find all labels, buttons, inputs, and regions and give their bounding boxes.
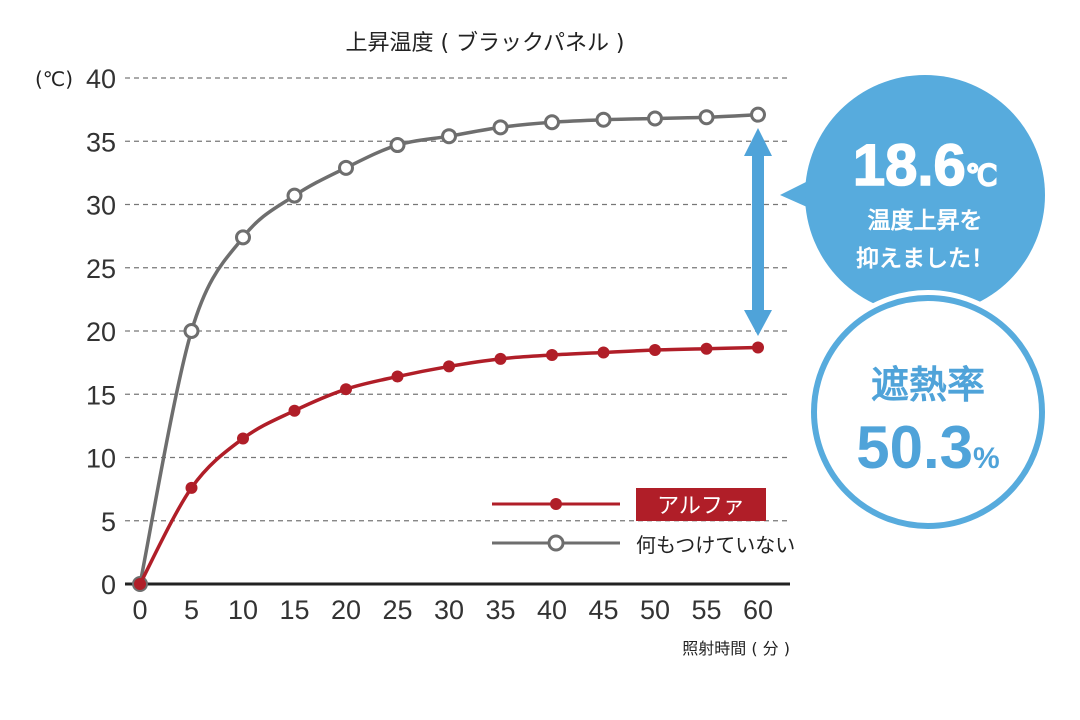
y-tick-label: 30 (86, 191, 116, 221)
y-tick-label: 25 (86, 254, 116, 284)
circle-unit: % (973, 442, 1000, 475)
data-point (288, 404, 301, 417)
data-point (391, 370, 404, 383)
data-point (752, 341, 764, 354)
data-point (237, 432, 249, 445)
difference-bubble: 18.6℃ 温度上昇を 抑えました！ (780, 75, 1045, 315)
x-ticks: 0 5 10 15 20 25 30 35 40 45 50 55 60 (132, 595, 773, 625)
legend-label-none: 何もつけていない (636, 533, 795, 557)
x-tick-label: 35 (485, 595, 515, 625)
x-tick-label: 55 (691, 595, 721, 625)
data-point (134, 578, 146, 590)
legend-marker-none (547, 534, 565, 552)
data-point (492, 119, 509, 136)
grid (125, 77, 790, 586)
circle-value: 50.3 (856, 414, 973, 481)
data-point (698, 109, 715, 126)
difference-arrow (744, 128, 772, 336)
circle-label: 遮熱率 (871, 363, 985, 407)
data-point (750, 106, 766, 123)
legend-marker-alpha (550, 498, 562, 510)
x-tick-label: 60 (743, 595, 773, 625)
chart-title: 上昇温度 ( ブラックパネル ) (345, 31, 624, 56)
y-ticks: 0 5 10 15 20 25 30 35 40 (86, 64, 116, 600)
data-point (340, 383, 352, 396)
y-axis-unit: (℃) (35, 67, 73, 91)
x-tick-label: 0 (132, 595, 147, 625)
data-point (546, 349, 558, 362)
legend: アルファ 何もつけていない (492, 488, 795, 557)
data-point (700, 342, 713, 355)
x-tick-label: 30 (434, 595, 464, 625)
x-tick-label: 25 (382, 595, 412, 625)
svg-text:18.6℃: 18.6℃ (853, 133, 997, 198)
bubble-line2: 抑えました！ (856, 246, 994, 272)
data-point (286, 187, 303, 204)
bubble-value: 18.6 (853, 133, 966, 198)
data-point (185, 481, 198, 494)
bubble-unit: ℃ (966, 160, 997, 191)
data-point (443, 360, 455, 373)
x-axis-label: 照射時間 ( 分 ) (682, 639, 790, 658)
y-tick-label: 20 (86, 317, 116, 347)
bubble-line1: 温度上昇を (868, 207, 983, 234)
y-tick-label: 0 (101, 570, 116, 600)
x-tick-label: 50 (640, 595, 670, 625)
y-tick-label: 5 (101, 507, 116, 537)
data-point (597, 346, 610, 359)
data-point (389, 137, 406, 154)
legend-label-bg-alpha (636, 488, 766, 521)
data-point (338, 159, 354, 176)
heat-shield-circle: 遮熱率 50.3% (806, 290, 1050, 534)
data-point (494, 352, 507, 365)
x-tick-label: 15 (279, 595, 309, 625)
x-tick-label: 20 (331, 595, 361, 625)
x-tick-label: 10 (228, 595, 258, 625)
svg-text:50.3%: 50.3% (856, 414, 999, 481)
x-tick-label: 5 (184, 595, 199, 625)
y-tick-label: 15 (86, 380, 116, 410)
legend-label-alpha: アルファ (657, 494, 745, 519)
data-point (544, 114, 560, 131)
data-point (595, 111, 612, 128)
data-point (441, 128, 457, 145)
series-group (132, 106, 766, 592)
data-point (647, 110, 663, 127)
x-tick-label: 40 (537, 595, 567, 625)
data-point (183, 323, 200, 339)
data-point (649, 343, 661, 356)
y-tick-label: 35 (86, 127, 116, 157)
data-point (235, 229, 251, 246)
y-tick-label: 40 (86, 64, 116, 94)
y-tick-label: 10 (86, 444, 116, 474)
x-tick-label: 45 (588, 595, 618, 625)
